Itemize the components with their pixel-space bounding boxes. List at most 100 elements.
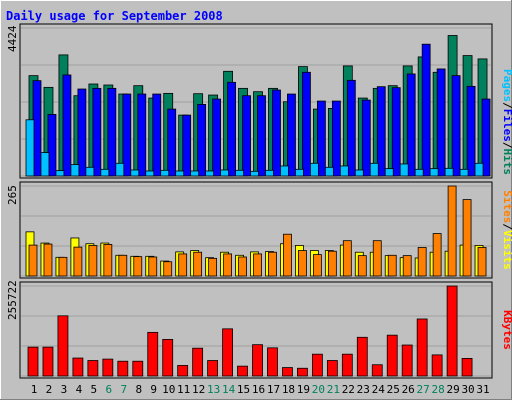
bar-kbytes-day-2 [42, 346, 54, 377]
bar-pages-day-26 [399, 163, 409, 177]
x-tick-label-day-28: 28 [432, 383, 445, 396]
panel-visits-sites-bars [25, 185, 487, 277]
chart-title: Daily usage for September 2008 [6, 9, 223, 23]
panel-kbytes: 255722 KBytes [6, 280, 512, 379]
x-tick-label-day-31: 31 [476, 383, 489, 396]
bar-sites-day-21 [327, 250, 337, 277]
bar-pages-day-27 [414, 168, 424, 177]
bar-kbytes-day-21 [326, 360, 338, 377]
bar-pages-day-30 [459, 168, 469, 177]
bar-files-day-23 [361, 99, 371, 177]
legend-separator: / [501, 102, 512, 109]
bar-files-day-26 [406, 73, 416, 177]
bar-sites-day-12 [193, 251, 203, 277]
bar-pages-day-3 [55, 170, 65, 177]
bar-pages-day-1 [25, 119, 35, 177]
legend-hits-files-pages: Pages/Files/Hits [501, 69, 512, 175]
bar-files-day-19 [302, 71, 311, 177]
x-tick-label-day-19: 19 [297, 383, 310, 396]
bar-files-day-22 [346, 79, 356, 177]
legend-separator: / [501, 142, 512, 149]
bar-kbytes-day-16 [252, 344, 263, 377]
bar-files-day-9 [152, 93, 162, 177]
x-tick-label-day-21: 21 [327, 383, 340, 396]
bar-sites-day-20 [312, 254, 322, 277]
bar-kbytes-day-9 [147, 331, 159, 377]
x-tick-label-day-16: 16 [252, 383, 265, 396]
bar-files-day-2 [47, 114, 57, 177]
bar-sites-day-18 [283, 233, 292, 277]
bar-files-day-27 [421, 43, 431, 177]
x-tick-label-day-11: 11 [177, 383, 190, 396]
bar-kbytes-day-29 [446, 285, 458, 377]
bar-sites-day-17 [268, 251, 277, 277]
legend-kbytes: KBytes [501, 310, 512, 350]
bar-pages-day-12 [190, 170, 200, 177]
bar-files-day-18 [287, 93, 296, 177]
x-tick-label-day-5: 5 [91, 383, 98, 396]
bar-sites-day-4 [73, 246, 83, 277]
x-tick-label-day-2: 2 [46, 383, 53, 396]
bar-sites-day-24 [372, 240, 382, 277]
bar-pages-day-10 [160, 169, 170, 177]
bar-kbytes-day-11 [177, 365, 189, 377]
bar-kbytes-day-22 [341, 353, 353, 377]
x-tick-label-day-1: 1 [31, 383, 38, 396]
bar-pages-day-16 [250, 170, 259, 177]
bar-kbytes-day-5 [87, 360, 99, 377]
bar-sites-day-10 [163, 261, 173, 277]
bar-files-day-5 [92, 87, 102, 177]
bar-files-day-8 [137, 93, 147, 177]
bar-pages-day-6 [100, 168, 110, 177]
bar-sites-day-22 [342, 240, 352, 277]
x-tick-label-day-17: 17 [267, 383, 280, 396]
panel-kbytes-bars [27, 285, 473, 377]
bar-sites-day-3 [58, 256, 68, 277]
bar-kbytes-day-4 [72, 357, 84, 377]
panel-hits-files-pages-bars [25, 35, 491, 177]
bar-sites-day-2 [43, 243, 53, 277]
x-tick-label-day-12: 12 [192, 383, 205, 396]
legend-pages: Pages [501, 69, 512, 102]
x-tick-label-day-25: 25 [387, 383, 400, 396]
bar-pages-day-7 [115, 162, 125, 177]
bar-sites-day-27 [417, 247, 427, 277]
bar-kbytes-day-8 [132, 360, 144, 377]
bar-files-day-17 [272, 89, 281, 177]
legend-visits-sites: Sites/Visits [501, 190, 512, 270]
bar-pages-day-23 [354, 169, 364, 177]
x-tick-label-day-4: 4 [76, 383, 83, 396]
bar-kbytes-day-14 [222, 328, 233, 377]
bar-kbytes-day-25 [386, 334, 398, 377]
legend-kbytes-label: KBytes [501, 310, 512, 350]
bar-kbytes-day-19 [297, 367, 308, 377]
bar-kbytes-day-3 [57, 315, 69, 377]
x-tick-label-day-9: 9 [150, 383, 157, 396]
x-tick-label-day-29: 29 [446, 383, 459, 396]
bar-pages-day-20 [309, 162, 319, 177]
bar-sites-day-11 [178, 253, 188, 277]
legend-separator: / [501, 223, 512, 230]
bar-sites-day-14 [223, 253, 232, 277]
bar-kbytes-day-20 [311, 353, 323, 377]
bar-kbytes-day-27 [416, 318, 428, 377]
bar-sites-day-19 [298, 250, 307, 277]
legend-visits: Visits [501, 230, 512, 270]
bar-pages-day-11 [175, 170, 185, 177]
bar-sites-day-30 [462, 199, 472, 277]
bar-kbytes-day-26 [401, 344, 413, 377]
bar-sites-day-7 [118, 254, 128, 277]
bar-sites-day-28 [432, 233, 442, 277]
bar-files-day-29 [451, 75, 461, 177]
bar-kbytes-day-10 [162, 338, 174, 377]
bar-pages-day-28 [429, 168, 439, 177]
bar-files-day-24 [376, 86, 386, 177]
bar-pages-day-22 [339, 165, 349, 177]
bar-files-day-4 [77, 88, 87, 177]
panel-visits-sites-ymax-label: 265 [6, 185, 19, 205]
bar-kbytes-day-18 [282, 367, 293, 377]
bar-pages-day-25 [384, 168, 394, 177]
bar-files-day-6 [107, 87, 117, 177]
bar-kbytes-day-30 [461, 358, 473, 377]
